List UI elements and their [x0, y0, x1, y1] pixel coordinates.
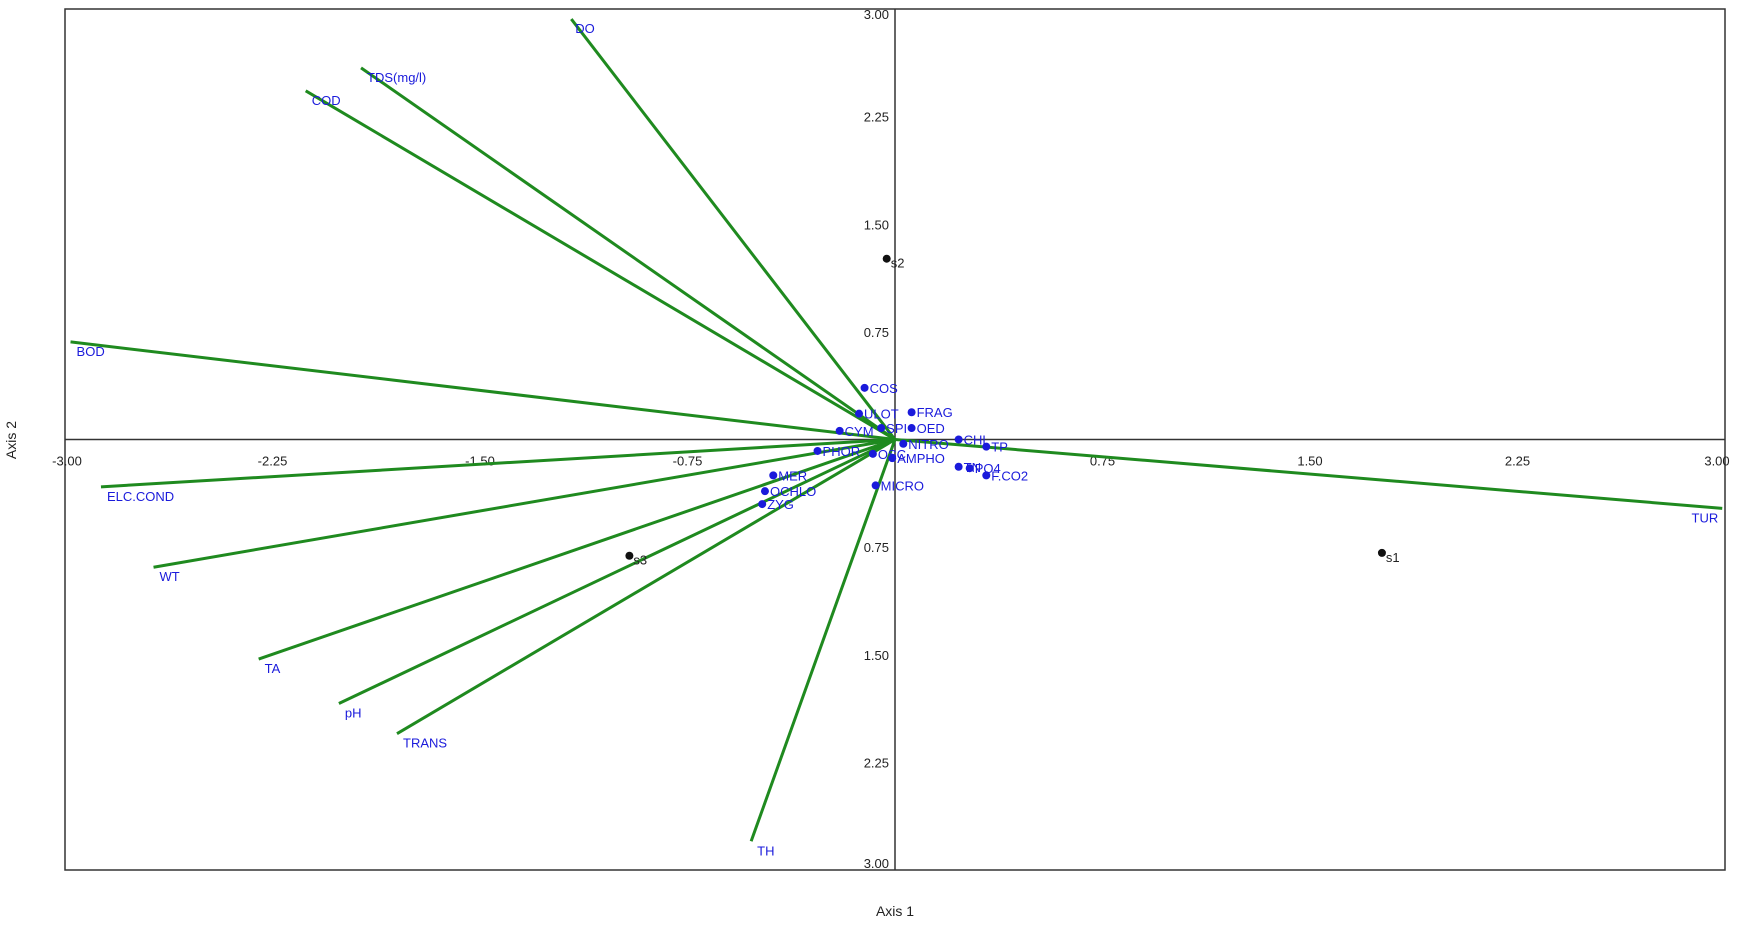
vector-line-ph	[338, 438, 896, 705]
site-point-s2	[882, 254, 891, 263]
y-tick-label: 3.00	[864, 856, 889, 871]
species-label-ulot: ULOT	[864, 407, 899, 422]
species-point-micro	[871, 481, 880, 490]
vector-line-tds-mg-l	[360, 66, 896, 441]
species-label-ampho: AMPHO	[897, 451, 945, 466]
species-label-oed: OED	[917, 421, 945, 436]
vector-label-trans: TRANS	[403, 736, 447, 751]
species-point-tp	[982, 442, 991, 451]
site-label-s1: s1	[1386, 550, 1400, 565]
vector-label-tds-mg-l: TDS(mg/l)	[367, 70, 426, 85]
site-point-s1	[1377, 548, 1386, 557]
species-point-ulot	[855, 409, 864, 418]
site-label-s2: s2	[891, 256, 905, 271]
vector-line-bod	[70, 340, 896, 441]
species-point-nitro	[899, 439, 908, 448]
sites-layer: s1 s2 s3	[625, 254, 1400, 568]
species-point-phor	[813, 446, 822, 455]
y-tick-label: 2.25	[864, 755, 889, 770]
x-tick-label: 2.25	[1505, 454, 1530, 469]
species-point-cos	[860, 383, 869, 392]
vector-label-do: DO	[575, 21, 595, 36]
species-point-ochlo	[760, 487, 769, 496]
vector-line-elc-cond	[100, 438, 896, 489]
species-label-chl: CHL	[964, 433, 990, 448]
species-label-spi: SPI	[886, 421, 907, 436]
species-label-cym: CYM	[845, 424, 874, 439]
species-label-tp: TP	[991, 440, 1008, 455]
species-label-f-co2: F.CO2	[991, 468, 1028, 483]
vectors-layer: DO TDS(mg/l) COD BOD ELC.COND WT TA pH TRANS TH TU…	[70, 18, 1723, 858]
species-label-frag: FRAG	[917, 405, 953, 420]
species-point-ampho	[888, 454, 897, 463]
vector-line-wt	[153, 438, 896, 569]
x-tick-label: 1.50	[1297, 454, 1322, 469]
y-tick-label: 1.50	[864, 217, 889, 232]
x-axis-title: Axis 1	[876, 903, 914, 919]
vector-label-ph: pH	[345, 706, 362, 721]
x-tick-label: -2.25	[258, 454, 288, 469]
species-label-zyg: ZYG	[767, 497, 794, 512]
y-axis-title: Axis 2	[3, 421, 19, 459]
species-point-chl	[954, 435, 963, 444]
vector-line-trans	[396, 438, 896, 735]
species-label-nitro: NITRO	[908, 437, 948, 452]
species-label-micro: MICRO	[881, 478, 924, 493]
y-tick-label: 3.00	[864, 7, 889, 22]
vector-label-wt: WT	[160, 569, 180, 584]
species-point-po4	[965, 464, 974, 473]
species-point-tn	[954, 462, 963, 471]
site-label-s3: s3	[633, 553, 647, 568]
species-point-mer	[769, 471, 778, 480]
vector-label-ta: TA	[265, 661, 281, 676]
species-point-spi	[877, 424, 886, 433]
species-point-zyg	[758, 500, 767, 509]
y-tick-label: 0.75	[864, 325, 889, 340]
vector-line-th	[749, 438, 897, 842]
vector-line-cod	[304, 89, 896, 441]
vector-label-th: TH	[757, 843, 774, 858]
x-tick-label: -0.75	[673, 454, 703, 469]
vector-label-bod: BOD	[77, 344, 105, 359]
vector-label-tur: TUR	[1692, 510, 1719, 525]
species-label-mer: MER	[778, 468, 807, 483]
vector-line-do	[570, 18, 897, 441]
vector-label-elc-cond: ELC.COND	[107, 489, 174, 504]
x-tick-label: 3.00	[1704, 454, 1729, 469]
species-point-frag	[907, 408, 916, 417]
vector-line-tur	[894, 438, 1723, 510]
y-tick-label: 1.50	[864, 648, 889, 663]
vector-line-ta	[258, 438, 896, 661]
species-point-oed	[907, 424, 916, 433]
y-tick-label: 2.25	[864, 110, 889, 125]
species-point-f-co2	[982, 471, 991, 480]
species-label-phor: PHOR	[823, 444, 861, 459]
species-label-po4: PO4	[975, 461, 1001, 476]
species-label-ochlo: OCHLO	[770, 484, 816, 499]
species-layer: COSULOTFRAGSPICYMOEDCHLTPNITROPHOROSCAMP…	[758, 381, 1028, 512]
species-point-osc	[868, 449, 877, 458]
species-point-cym	[835, 426, 844, 435]
site-point-s3	[625, 551, 634, 560]
axes-layer: -3.00 -2.25 -1.50 -0.75 0.75 1.50 2.25 3.003.00…	[52, 7, 1729, 871]
y-tick-label: 0.75	[864, 540, 889, 555]
species-label-cos: COS	[870, 381, 899, 396]
vector-label-cod: COD	[312, 93, 341, 108]
x-tick-label: -3.00	[52, 454, 82, 469]
